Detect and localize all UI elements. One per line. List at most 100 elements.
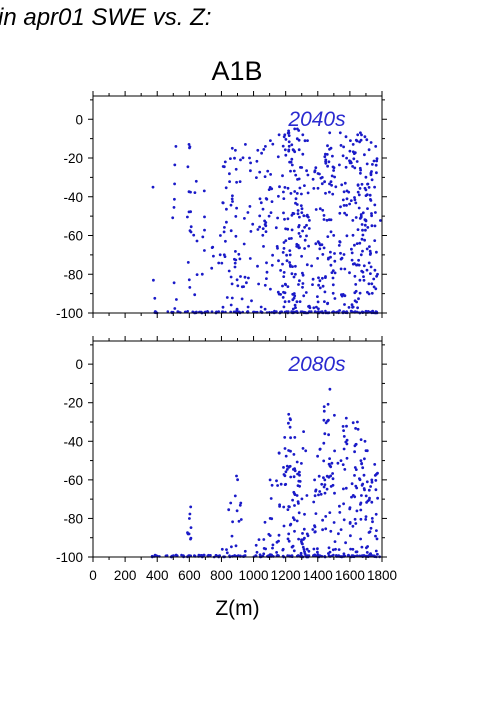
data-point bbox=[224, 239, 227, 243]
data-point bbox=[235, 474, 238, 478]
data-point bbox=[292, 275, 296, 279]
data-point bbox=[353, 291, 357, 295]
data-point bbox=[284, 239, 288, 243]
data-point bbox=[225, 548, 228, 551]
data-point bbox=[332, 169, 335, 172]
data-point bbox=[311, 277, 315, 281]
data-point bbox=[269, 211, 273, 215]
data-point bbox=[233, 265, 237, 269]
data-point bbox=[188, 286, 192, 289]
data-point bbox=[365, 551, 369, 554]
data-point bbox=[239, 501, 243, 505]
data-point bbox=[323, 478, 327, 482]
data-point bbox=[358, 140, 361, 144]
data-point bbox=[358, 478, 362, 482]
data-point bbox=[366, 226, 370, 229]
data-point bbox=[300, 192, 303, 196]
data-point bbox=[368, 253, 372, 256]
data-point bbox=[297, 129, 301, 132]
data-point bbox=[295, 300, 299, 304]
data-point bbox=[171, 216, 175, 220]
data-point bbox=[303, 139, 307, 143]
data-point bbox=[293, 529, 296, 533]
data-point bbox=[366, 207, 369, 211]
data-point bbox=[198, 554, 201, 557]
scenario-title: A1B bbox=[211, 56, 263, 86]
data-point bbox=[322, 418, 326, 422]
data-point bbox=[282, 505, 286, 509]
data-point bbox=[345, 156, 348, 160]
data-point bbox=[292, 490, 296, 494]
data-point bbox=[305, 169, 308, 173]
data-point bbox=[289, 475, 293, 479]
data-point bbox=[316, 240, 320, 244]
data-point bbox=[239, 518, 243, 521]
data-point bbox=[282, 305, 286, 309]
data-point bbox=[356, 133, 360, 137]
data-point bbox=[291, 498, 294, 502]
data-point bbox=[254, 543, 258, 547]
data-point bbox=[277, 259, 280, 263]
data-point bbox=[320, 176, 324, 179]
data-point bbox=[303, 225, 306, 229]
data-point bbox=[250, 299, 253, 303]
data-point bbox=[217, 310, 220, 313]
data-point bbox=[355, 509, 359, 513]
data-point bbox=[188, 517, 191, 520]
y-tick-label: -100 bbox=[56, 306, 83, 321]
data-point bbox=[333, 449, 336, 453]
data-point bbox=[290, 272, 294, 276]
data-point bbox=[326, 301, 330, 305]
data-point bbox=[202, 189, 206, 193]
data-point bbox=[344, 165, 348, 169]
data-point bbox=[298, 246, 301, 250]
data-point bbox=[322, 246, 326, 250]
x-tick-label: 0 bbox=[89, 568, 97, 583]
data-point bbox=[246, 305, 250, 309]
data-point bbox=[278, 505, 281, 508]
data-point bbox=[296, 212, 300, 216]
data-point bbox=[282, 190, 285, 194]
data-point bbox=[225, 207, 228, 211]
data-point bbox=[366, 310, 370, 313]
data-point bbox=[324, 276, 327, 279]
data-point bbox=[256, 148, 260, 152]
data-point bbox=[186, 165, 190, 169]
data-point bbox=[375, 529, 378, 532]
data-point bbox=[360, 545, 364, 549]
data-point bbox=[220, 261, 224, 265]
data-point bbox=[220, 547, 224, 551]
data-point bbox=[343, 211, 346, 215]
data-point bbox=[356, 190, 360, 194]
data-point bbox=[351, 421, 355, 425]
data-point bbox=[282, 290, 285, 294]
data-point bbox=[365, 449, 369, 453]
y-tick-label: -80 bbox=[63, 267, 83, 282]
data-point bbox=[302, 527, 306, 531]
data-point bbox=[276, 155, 280, 159]
data-point bbox=[322, 485, 326, 489]
data-point bbox=[324, 527, 328, 531]
data-point bbox=[298, 300, 302, 303]
data-point bbox=[359, 131, 362, 135]
data-point bbox=[369, 141, 373, 144]
data-point bbox=[345, 197, 349, 201]
data-point bbox=[356, 306, 359, 310]
data-point bbox=[338, 309, 341, 312]
data-point bbox=[371, 163, 374, 166]
data-point bbox=[297, 225, 300, 229]
data-point bbox=[271, 546, 274, 550]
data-point bbox=[305, 494, 309, 497]
data-point bbox=[367, 148, 371, 152]
data-point bbox=[353, 262, 356, 266]
data-point bbox=[342, 253, 346, 256]
data-point bbox=[247, 276, 250, 280]
data-point bbox=[263, 520, 267, 524]
data-point bbox=[284, 138, 288, 141]
data-point bbox=[351, 165, 354, 168]
data-point bbox=[357, 297, 360, 301]
data-point bbox=[289, 436, 292, 440]
data-point bbox=[294, 306, 297, 309]
data-point bbox=[281, 548, 285, 552]
data-point bbox=[360, 462, 364, 465]
